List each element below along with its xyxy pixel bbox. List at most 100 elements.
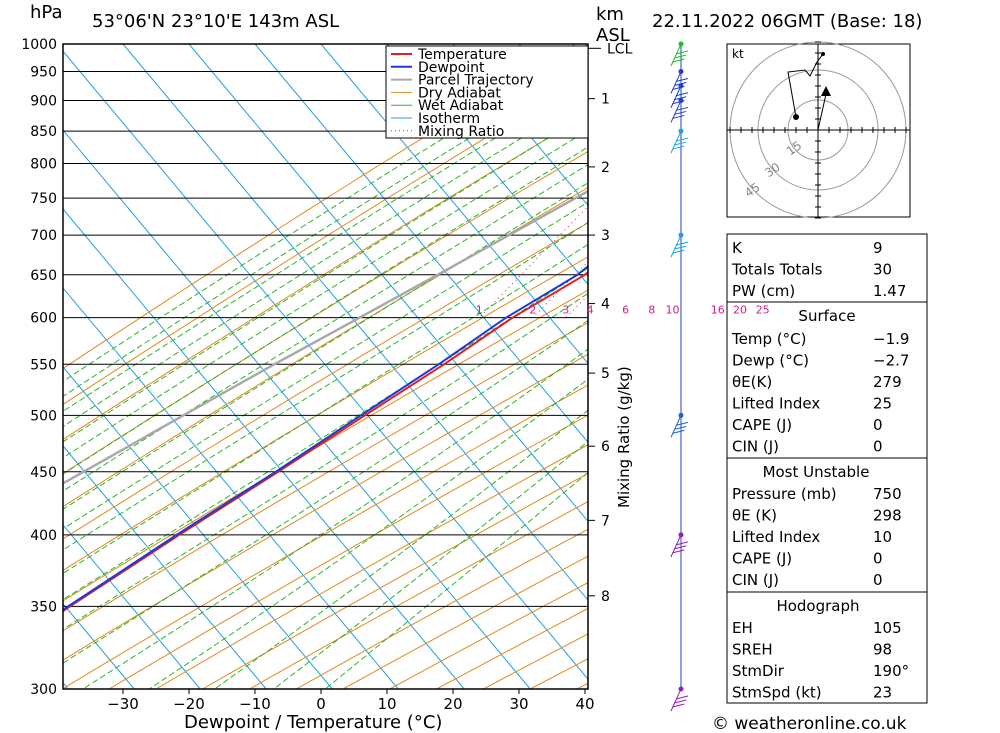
surface-row-value: −1.9	[873, 330, 909, 348]
indices-row-label: K	[732, 239, 743, 257]
most-unstable-title: Most Unstable	[763, 463, 870, 481]
wind-barb-flag	[674, 141, 687, 146]
dry-adiabat-line	[63, 150, 588, 475]
pressure-tick-label: 600	[30, 311, 57, 327]
mixing-ratio-label: 2	[529, 304, 536, 317]
isobar-lines	[63, 43, 588, 690]
legend-label: Temperature	[417, 47, 507, 63]
pressure-unit-label: hPa	[30, 2, 62, 23]
pressure-tick-label: 450	[30, 465, 57, 481]
km-tick-label: 2	[601, 160, 610, 176]
indices-row-value: 9	[873, 239, 883, 257]
hodograph-start-dot	[793, 114, 799, 120]
storm-motion-arrowhead	[821, 86, 831, 96]
surface-row-label: CIN (J)	[732, 438, 779, 456]
pressure-tick-label: 900	[30, 93, 57, 109]
most-unstable-row-label: Lifted Index	[732, 528, 820, 546]
most-unstable-row-label: Pressure (mb)	[732, 485, 837, 503]
mixing-ratio-label: 8	[648, 304, 655, 317]
mixing-ratio-label: 1	[476, 304, 483, 317]
wind-barb-staff	[670, 130, 682, 154]
surface-table: Surface Temp (°C) −1.9 Dewp (°C) −2.7 θE(K) 2…	[726, 301, 928, 459]
most-unstable-row-value: 298	[873, 507, 902, 525]
wet-adiabat-line	[63, 96, 588, 428]
wind-barb-staff	[670, 43, 682, 67]
most-unstable-table: Most Unstable Pressure (mb) 750 θE (K) 298 L…	[726, 457, 928, 593]
dry-adiabat-line	[63, 75, 588, 406]
x-tick-label: 20	[443, 695, 462, 713]
surface-row-value: 0	[873, 438, 883, 456]
x-tick-label: −30	[107, 695, 139, 713]
wind-barb-flag	[674, 545, 687, 550]
wet-adiabat-line	[324, 471, 588, 689]
wind-barb-flag	[675, 541, 689, 546]
isotherm-line	[63, 129, 531, 689]
copyright: © weatheronline.co.uk	[712, 714, 907, 733]
wind-barb-staff	[670, 688, 682, 712]
wind-barb-flag	[675, 106, 689, 111]
hodograph-end-dot	[821, 52, 825, 56]
wet-adiabat-line	[63, 201, 588, 530]
indices-row-label: PW (cm)	[732, 282, 795, 300]
mixing-ratio-labels: 1 2 3 4 6 8 10 16 20 25	[476, 304, 770, 317]
series-line-parcel-trajectory	[63, 189, 588, 485]
isotherm-line	[63, 208, 465, 689]
legend-label: Dewpoint	[418, 60, 485, 76]
wind-barb-flag	[674, 245, 687, 250]
isotherm-line	[452, 44, 588, 207]
pressure-tick-label: 1000	[21, 37, 57, 53]
series-line-temperature	[63, 270, 588, 613]
hodograph-row-label: SREH	[732, 641, 773, 659]
wind-barb-flag	[672, 549, 685, 554]
legend-label: Mixing Ratio	[418, 124, 504, 140]
series-line-dewpoint	[63, 265, 588, 612]
hodograph-row-label: EH	[732, 619, 753, 637]
pressure-tick-label: 300	[30, 682, 57, 698]
isotherm-line	[63, 524, 201, 689]
wet-adiabat-line	[273, 440, 588, 689]
mixing-ratio-label: 4	[587, 304, 594, 317]
isotherm-line	[188, 44, 588, 523]
wind-barb-flag	[675, 137, 689, 142]
km-tick-label: 6	[601, 439, 610, 455]
mixing-ratio-label: 6	[622, 304, 629, 317]
isotherm-line	[63, 287, 399, 689]
profile-lines	[63, 189, 588, 613]
dry-adiabat-line	[249, 501, 588, 689]
indices-row-label: Totals Totals	[731, 261, 823, 279]
wind-barb-flag	[675, 92, 689, 97]
hodograph-row-value: 23	[873, 684, 892, 702]
pressure-tick-label: 850	[30, 124, 57, 140]
mixing-ratio-label: 10	[666, 304, 680, 317]
wind-barb-flag	[672, 249, 685, 254]
mixing-ratio-label: 20	[733, 304, 747, 317]
pressure-tick-label: 700	[30, 228, 57, 244]
legend-label: Parcel Trajectory	[418, 73, 534, 89]
km-tick-label: 8	[601, 589, 610, 605]
most-unstable-row-value: 750	[873, 485, 902, 503]
mixing-ratio-label: 25	[756, 304, 770, 317]
indices-table: K 9 Totals Totals 30 PW (cm) 1.47	[726, 233, 928, 303]
km-tick-label: 7	[601, 513, 610, 529]
wet-adiabat-line	[82, 348, 588, 689]
surface-row-label: Temp (°C)	[731, 330, 806, 348]
wet-adiabat-line	[63, 64, 588, 397]
x-tick-label: −10	[239, 695, 271, 713]
wind-barb-flag	[674, 110, 687, 115]
hodograph-row-value: 98	[873, 641, 892, 659]
surface-row-value: 0	[873, 416, 883, 434]
dry-adiabat-line	[202, 472, 588, 689]
pressure-tick-label: 750	[30, 191, 57, 207]
surface-row-label: Dewp (°C)	[732, 352, 809, 370]
wind-barb-flag	[674, 425, 687, 430]
isotherm-line	[63, 50, 588, 680]
wind-barb-flag	[675, 421, 689, 426]
wind-barb-flag	[674, 54, 687, 59]
wind-barb-staff	[670, 534, 682, 558]
km-unit-label: km	[596, 4, 624, 25]
pressure-tick-label: 550	[30, 357, 57, 373]
datetime-title: 22.11.2022 06GMT (Base: 18)	[652, 11, 922, 32]
most-unstable-row-value: 0	[873, 550, 883, 568]
km-tick-label: 4	[601, 297, 610, 313]
hodograph-table: Hodograph EH 105 SREH 98 StmDir 190° StmSpd (k…	[726, 591, 928, 704]
